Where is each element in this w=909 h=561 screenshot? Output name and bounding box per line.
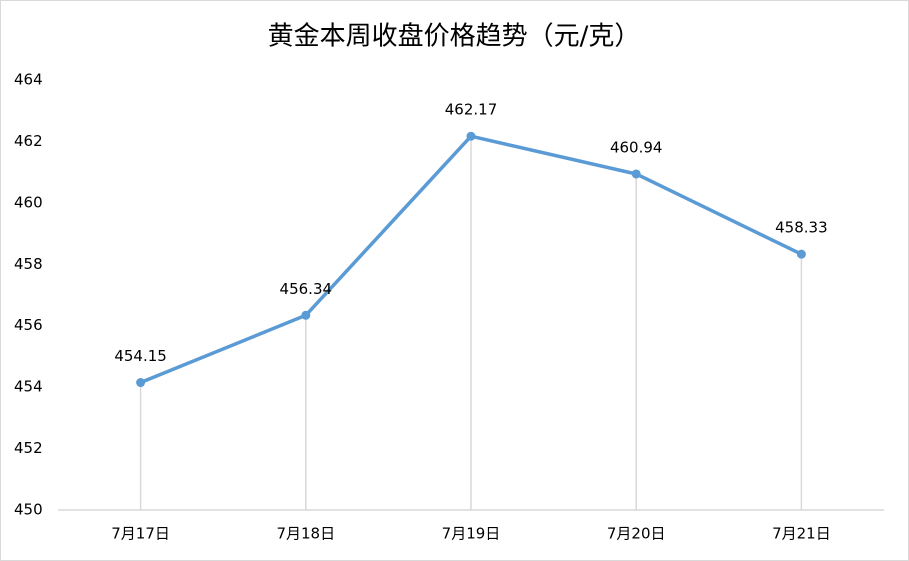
y-tick-label: 464	[14, 71, 43, 89]
x-tick-label: 7月20日	[607, 525, 666, 543]
data-point	[301, 310, 311, 320]
y-tick-label: 454	[14, 378, 43, 396]
x-tick-label: 7月17日	[111, 525, 170, 543]
y-tick-label: 456	[14, 316, 43, 334]
data-point	[796, 249, 806, 259]
x-tick-label: 7月19日	[442, 525, 501, 543]
data-label: 462.17	[445, 101, 498, 119]
y-tick-label: 452	[14, 439, 43, 457]
data-label: 458.33	[775, 219, 828, 237]
chart-title: 黄金本周收盘价格趋势（元/克）	[268, 22, 641, 52]
data-label: 454.15	[114, 347, 167, 365]
y-tick-label: 462	[14, 132, 43, 150]
x-tick-label: 7月18日	[276, 525, 335, 543]
data-point	[136, 378, 146, 388]
y-tick-label: 460	[14, 193, 43, 211]
data-label: 460.94	[610, 138, 663, 156]
y-tick-label: 458	[14, 255, 43, 273]
x-tick-label: 7月21日	[772, 525, 831, 543]
data-point	[466, 131, 476, 141]
y-tick-label: 450	[14, 501, 43, 519]
data-label: 456.34	[280, 280, 333, 298]
data-point	[631, 169, 641, 179]
